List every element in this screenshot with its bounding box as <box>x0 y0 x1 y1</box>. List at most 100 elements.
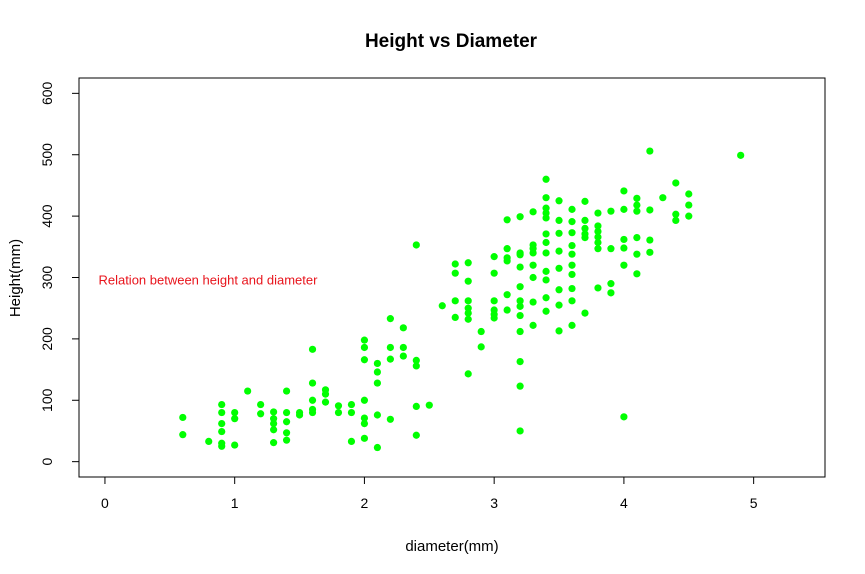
data-point <box>308 396 317 404</box>
data-point <box>633 194 641 202</box>
data-point <box>360 434 369 442</box>
data-point <box>529 261 537 269</box>
data-point <box>581 224 589 232</box>
y-tick-label: 600 <box>39 81 55 105</box>
data-point <box>360 336 369 344</box>
data-point <box>360 396 369 404</box>
data-point <box>360 343 369 352</box>
data-point <box>399 352 407 360</box>
x-tick-label: 4 <box>620 495 628 511</box>
data-point <box>451 260 459 268</box>
data-point <box>516 297 524 305</box>
data-point <box>308 379 317 387</box>
data-point <box>179 431 187 439</box>
data-point <box>347 408 356 417</box>
data-point <box>205 437 213 445</box>
data-point <box>581 309 589 317</box>
data-point <box>633 270 641 278</box>
data-point <box>386 315 394 323</box>
data-point <box>218 419 226 428</box>
data-point <box>620 413 628 421</box>
data-point <box>412 356 420 364</box>
data-point <box>270 426 278 434</box>
data-point <box>529 208 537 216</box>
data-point <box>270 439 278 447</box>
data-point <box>633 201 641 209</box>
data-point <box>438 302 446 310</box>
y-axis-label: Height(mm) <box>7 239 24 317</box>
data-point <box>231 441 239 449</box>
data-point <box>542 194 550 202</box>
data-point <box>412 362 420 370</box>
data-point <box>516 302 524 310</box>
x-tick-label: 5 <box>750 495 758 511</box>
annotation-text: Relation between height and diameter <box>98 272 318 287</box>
data-points <box>179 147 745 452</box>
data-point <box>542 294 550 302</box>
x-tick-label: 3 <box>490 495 498 511</box>
data-point <box>685 190 693 198</box>
data-point <box>620 244 628 252</box>
y-axis: 0 100 200 300 400 500 600 <box>39 81 80 466</box>
x-tick-label: 2 <box>361 495 369 511</box>
data-point <box>282 436 291 444</box>
data-point <box>218 427 226 436</box>
data-point <box>568 284 576 293</box>
data-point <box>386 415 394 423</box>
data-point <box>516 327 524 336</box>
data-point <box>594 222 602 230</box>
data-point <box>490 314 498 322</box>
data-point <box>607 207 615 215</box>
data-point <box>231 415 239 423</box>
data-point <box>360 356 369 364</box>
data-point <box>334 408 343 417</box>
data-point <box>568 205 576 213</box>
data-point <box>516 251 524 259</box>
data-point <box>555 264 563 272</box>
data-point <box>373 443 381 452</box>
data-point <box>607 245 615 253</box>
data-point <box>594 284 602 292</box>
data-point <box>659 194 667 202</box>
data-point <box>477 343 485 351</box>
data-point <box>620 261 628 269</box>
data-point <box>542 238 550 247</box>
y-tick-label: 400 <box>39 204 55 228</box>
data-point <box>451 313 459 321</box>
data-point <box>555 247 563 255</box>
data-point <box>581 216 589 225</box>
data-point <box>568 241 576 250</box>
data-point <box>542 214 550 222</box>
data-point <box>425 401 433 409</box>
data-point <box>412 241 420 249</box>
data-point <box>542 267 550 275</box>
data-point <box>594 245 602 253</box>
data-point <box>386 343 394 352</box>
data-point <box>373 411 381 419</box>
data-point <box>308 408 317 417</box>
data-point <box>412 402 420 411</box>
data-point <box>646 206 654 214</box>
data-point <box>672 210 680 218</box>
data-point <box>555 301 563 309</box>
data-point <box>347 437 356 445</box>
data-point <box>490 253 498 261</box>
data-point <box>529 298 537 306</box>
data-point <box>516 427 524 435</box>
data-point <box>477 327 485 336</box>
data-point <box>244 387 252 395</box>
data-point <box>594 233 602 241</box>
data-point <box>542 230 550 238</box>
data-point <box>321 390 330 398</box>
data-point <box>464 297 472 305</box>
data-point <box>218 442 226 450</box>
data-point <box>179 413 187 422</box>
data-point <box>529 273 537 282</box>
data-point <box>373 379 381 387</box>
data-point <box>516 213 524 221</box>
data-point <box>620 205 628 213</box>
y-tick-label: 100 <box>39 388 55 412</box>
data-point <box>685 201 693 209</box>
data-point <box>737 151 745 159</box>
